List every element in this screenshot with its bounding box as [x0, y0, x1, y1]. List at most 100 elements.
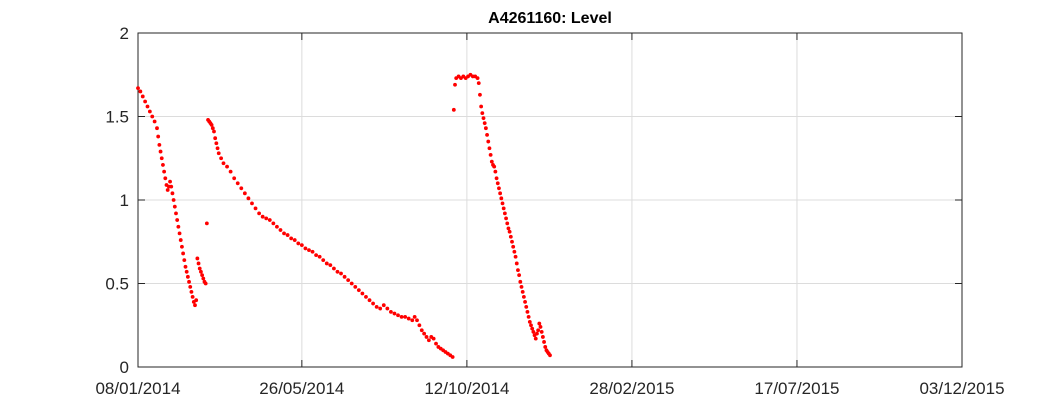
data-point	[239, 186, 244, 191]
data-point	[523, 299, 527, 304]
data-point	[235, 181, 240, 186]
data-point	[530, 326, 535, 331]
data-point	[193, 303, 197, 308]
data-point	[499, 196, 504, 201]
data-point	[543, 345, 548, 349]
data-point	[378, 306, 383, 311]
data-point	[161, 163, 165, 167]
data-point	[136, 86, 140, 91]
data-point	[296, 241, 301, 246]
data-point	[228, 169, 233, 174]
data-point	[180, 244, 184, 249]
axes-layer: 08/01/2014 26/05/2014 12/10/2014 28/02/2015…	[95, 24, 1004, 398]
data-point	[374, 304, 379, 309]
data-point	[410, 318, 415, 323]
data-point	[385, 306, 390, 311]
data-point	[519, 284, 524, 289]
data-point	[271, 221, 276, 226]
data-point	[152, 119, 157, 124]
data-point	[399, 315, 404, 319]
data-point	[526, 315, 531, 319]
data-point	[548, 353, 552, 358]
data-point	[514, 261, 519, 266]
data-point	[181, 251, 186, 256]
data-point	[540, 335, 545, 339]
data-point	[176, 224, 181, 229]
data-point	[450, 355, 455, 359]
data-point	[507, 229, 512, 234]
data-point	[215, 146, 220, 151]
data-point	[434, 341, 438, 346]
data-point	[392, 311, 397, 316]
data-point	[189, 289, 194, 294]
data-point	[170, 191, 175, 196]
data-point	[481, 116, 486, 121]
data-point	[479, 104, 484, 109]
data-point	[177, 231, 182, 236]
data-point	[246, 196, 251, 201]
data-point	[216, 151, 221, 156]
data-point	[162, 169, 167, 174]
data-point	[495, 181, 500, 186]
data-point	[475, 76, 480, 80]
data-point	[504, 216, 508, 221]
data-point	[184, 269, 189, 274]
data-point	[332, 266, 336, 271]
data-point	[335, 269, 340, 274]
data-point	[533, 336, 538, 341]
data-point	[486, 139, 491, 144]
data-point	[299, 243, 304, 247]
data-point	[275, 224, 279, 229]
x-tick-label: 03/12/2015	[919, 379, 1004, 398]
data-point	[539, 330, 544, 334]
data-point	[396, 313, 400, 318]
data-point	[190, 294, 195, 299]
data-point	[498, 191, 503, 196]
data-point	[197, 266, 202, 271]
data-point	[159, 156, 164, 161]
data-point	[210, 126, 215, 131]
data-point	[185, 274, 190, 279]
data-point	[367, 298, 372, 303]
data-point	[209, 122, 214, 127]
data-point	[480, 111, 485, 116]
y-tick-label: 0.5	[105, 275, 129, 294]
data-point	[360, 291, 365, 296]
x-tick-label: 28/02/2015	[589, 379, 674, 398]
data-point	[307, 248, 311, 253]
data-point	[178, 238, 183, 242]
data-point	[253, 206, 258, 211]
data-point	[314, 253, 318, 258]
data-point	[169, 184, 174, 189]
data-point	[292, 238, 297, 242]
data-point	[257, 211, 262, 216]
data-point	[155, 126, 159, 131]
data-point	[426, 338, 431, 343]
data-point	[381, 303, 386, 308]
data-point	[501, 206, 506, 211]
data-point	[419, 328, 424, 333]
data-point	[518, 279, 523, 284]
data-point	[174, 211, 178, 216]
data-point	[285, 233, 290, 237]
data-point	[339, 271, 343, 276]
data-point	[389, 309, 393, 314]
y-tick-label: 1.5	[105, 108, 129, 127]
data-point	[356, 288, 361, 293]
data-point	[531, 330, 536, 334]
data-point	[200, 273, 205, 278]
data-point	[143, 99, 148, 104]
data-point	[497, 186, 501, 191]
data-point	[353, 284, 358, 289]
data-point	[482, 121, 487, 126]
data-point	[171, 198, 176, 202]
data-point	[199, 269, 203, 274]
data-point	[492, 164, 497, 169]
data-point	[342, 274, 347, 279]
data-point	[165, 188, 170, 192]
data-point	[403, 315, 408, 319]
y-tick-label: 2	[120, 24, 129, 43]
data-point	[371, 301, 375, 306]
data-point	[422, 331, 427, 336]
data-point	[214, 141, 219, 146]
